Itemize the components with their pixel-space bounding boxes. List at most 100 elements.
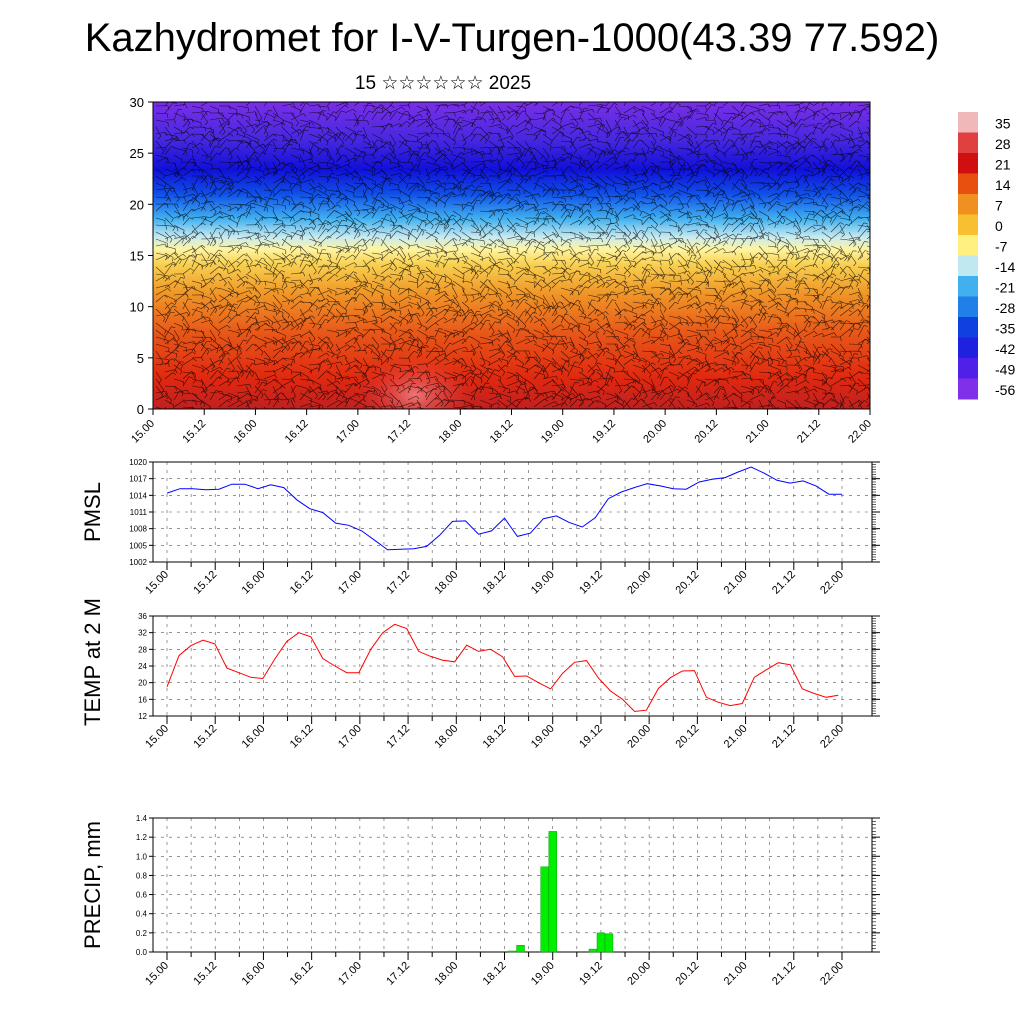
wind-barb bbox=[488, 209, 497, 219]
wind-barb-flag bbox=[310, 154, 312, 159]
wind-barb-flag bbox=[643, 180, 646, 184]
wind-barb-flag bbox=[551, 191, 555, 196]
wind-barb bbox=[380, 294, 386, 308]
wind-barb-flag bbox=[604, 162, 608, 166]
wind-barb bbox=[767, 150, 780, 156]
wind-barb bbox=[803, 244, 817, 247]
wind-barb bbox=[299, 103, 306, 114]
wind-barb bbox=[407, 185, 417, 198]
wind-barb-flag bbox=[328, 158, 332, 162]
wind-barb-flag bbox=[675, 122, 680, 124]
wind-barb bbox=[155, 140, 165, 152]
wind-barb-flag bbox=[791, 164, 796, 166]
wind-barb bbox=[551, 252, 558, 264]
wind-barb bbox=[821, 286, 828, 296]
wind-barb-flag bbox=[334, 274, 338, 277]
wind-barb bbox=[722, 167, 729, 177]
wind-barb bbox=[551, 238, 559, 248]
wind-barb-flag bbox=[744, 299, 747, 303]
wind-barb bbox=[515, 127, 527, 135]
wind-barb bbox=[443, 168, 450, 177]
wind-barb-flag bbox=[650, 309, 654, 313]
wind-barb-flag bbox=[259, 227, 263, 232]
wind-barb bbox=[857, 294, 865, 305]
wind-barb-flag bbox=[696, 163, 700, 168]
wind-barb bbox=[164, 138, 175, 149]
wind-barb bbox=[254, 257, 263, 268]
wind-barb-flag bbox=[225, 183, 230, 187]
wind-barb-flag bbox=[645, 239, 649, 243]
wind-barb-flag bbox=[805, 185, 810, 189]
wind-barb bbox=[722, 203, 730, 212]
wind-barb bbox=[650, 145, 659, 156]
wind-barb bbox=[632, 291, 645, 296]
wind-barb bbox=[551, 182, 560, 193]
wind-barb bbox=[722, 233, 734, 240]
wind-barb-flag bbox=[445, 252, 448, 257]
wind-barb-flag bbox=[380, 104, 385, 107]
wind-barb-flag bbox=[624, 291, 628, 295]
wind-barb-flag bbox=[828, 121, 832, 125]
wind-barb bbox=[416, 210, 428, 215]
wind-barb bbox=[731, 290, 744, 296]
wind-barb bbox=[803, 201, 817, 205]
wind-barb-flag bbox=[464, 299, 469, 303]
wind-barb-flag bbox=[387, 111, 392, 115]
wind-barb-flag bbox=[245, 275, 249, 280]
wind-barb-flag bbox=[687, 203, 689, 208]
wind-barb-flag bbox=[723, 167, 725, 172]
wind-barb-flag bbox=[226, 120, 231, 124]
wind-barb bbox=[353, 315, 364, 320]
wind-barb-flag bbox=[322, 111, 325, 116]
wind-barb bbox=[767, 201, 777, 212]
wind-barb bbox=[749, 161, 758, 174]
wind-barb bbox=[785, 104, 799, 107]
wind-barb bbox=[461, 259, 473, 267]
wind-barb bbox=[155, 266, 166, 276]
wind-barb bbox=[767, 271, 778, 275]
wind-barb-flag bbox=[540, 155, 544, 160]
wind-barb-flag bbox=[477, 116, 482, 119]
wind-barb bbox=[452, 273, 465, 280]
wind-barb bbox=[587, 138, 597, 142]
wind-barb bbox=[524, 238, 533, 247]
wind-barb bbox=[533, 241, 541, 254]
wind-barb bbox=[371, 220, 381, 226]
wind-barb bbox=[596, 104, 603, 114]
wind-barb-flag bbox=[633, 114, 637, 119]
wind-barb-flag bbox=[351, 141, 354, 146]
wind-barb bbox=[857, 126, 863, 136]
wind-barb-flag bbox=[175, 300, 177, 305]
wind-barb bbox=[848, 182, 859, 191]
wind-barb-flag bbox=[256, 327, 261, 331]
wind-barb bbox=[677, 259, 687, 271]
wind-barb-flag bbox=[273, 149, 277, 153]
wind-barb-flag bbox=[294, 169, 298, 174]
wind-barb bbox=[155, 112, 168, 114]
wind-barb bbox=[605, 294, 617, 296]
wind-barb bbox=[209, 306, 218, 317]
wind-barb bbox=[704, 207, 713, 219]
wind-barb bbox=[272, 229, 283, 240]
wind-barb bbox=[560, 152, 572, 156]
wind-barb bbox=[776, 216, 783, 226]
wind-barb-flag bbox=[414, 119, 419, 122]
wind-barb bbox=[164, 274, 173, 282]
wind-barb bbox=[695, 159, 706, 163]
wind-barb-flag bbox=[245, 242, 249, 246]
wind-barb-flag bbox=[763, 126, 766, 131]
wind-barb-flag bbox=[539, 312, 543, 316]
wind-barb-flag bbox=[482, 235, 487, 239]
wind-barb bbox=[713, 240, 726, 247]
wind-barb bbox=[542, 301, 551, 310]
wind-barb-flag bbox=[753, 256, 759, 258]
wind-barb bbox=[587, 147, 597, 154]
wind-barb-flag bbox=[841, 158, 845, 162]
wind-barb bbox=[290, 279, 301, 282]
wind-barb-flag bbox=[785, 148, 788, 153]
wind-barb bbox=[182, 286, 195, 289]
wind-barb bbox=[866, 252, 870, 256]
wind-barb-flag bbox=[523, 325, 527, 330]
wind-barb bbox=[794, 157, 803, 163]
wind-barb bbox=[362, 287, 373, 293]
